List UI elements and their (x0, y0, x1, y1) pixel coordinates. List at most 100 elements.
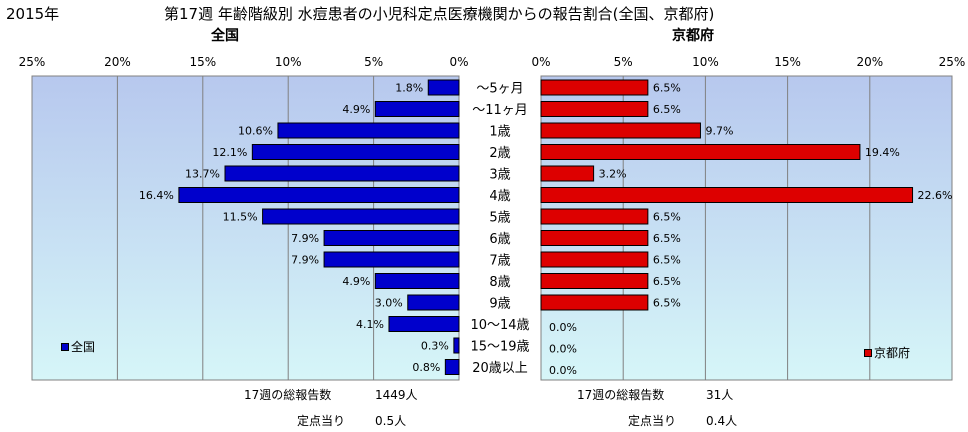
age-category-label: 5歳 (489, 211, 510, 226)
national-legend: 全国 (61, 338, 95, 355)
national-data-label: 0.3% (421, 340, 449, 353)
age-category-label: 4歳 (489, 189, 510, 204)
kyoto-bar (540, 273, 649, 289)
national-legend-label: 全国 (71, 340, 96, 354)
national-legend-swatch (61, 342, 69, 351)
national-bar (427, 79, 460, 96)
national-data-label: 7.9% (291, 254, 319, 267)
national-x-tick-label: 20% (104, 55, 131, 69)
national-data-label: 12.1% (212, 146, 247, 159)
national-x-tick-label: 5% (364, 55, 383, 69)
national-data-label: 13.7% (185, 168, 220, 181)
national-data-label: 10.6% (238, 125, 273, 138)
national-bar (444, 359, 460, 375)
kyoto-data-label: 0.0% (549, 364, 577, 377)
kyoto-bar (540, 122, 701, 139)
kyoto-data-label: 6.5% (653, 211, 681, 224)
kyoto-bar (540, 101, 649, 117)
year-label: 2015年 (6, 5, 60, 23)
chart-title: 第17週 年齢階級別 水痘患者の小児科定点医療機関からの報告割合(全国、京都府) (164, 5, 715, 23)
kyoto-bar (540, 165, 595, 182)
national-per-site-label: 定点当り (297, 414, 346, 428)
national-x-tick-label: 25% (19, 55, 46, 69)
national-x-tick-label: 10% (275, 55, 302, 69)
kyoto-data-label: 6.5% (653, 275, 681, 288)
kyoto-panel-title: 京都府 (672, 28, 714, 44)
kyoto-bar (540, 294, 649, 311)
kyoto-per-site-value: 0.4人 (706, 414, 738, 428)
national-bar (374, 273, 460, 289)
national-data-label: 4.9% (342, 275, 370, 288)
national-bar (323, 251, 460, 268)
national-data-label: 0.8% (412, 361, 440, 374)
kyoto-data-label: 19.4% (865, 146, 900, 159)
kyoto-x-tick-label: 10% (692, 55, 719, 69)
national-bar (388, 316, 460, 332)
kyoto-total-value: 31人 (706, 388, 734, 402)
national-bar (407, 294, 460, 311)
age-category-label: 7歳 (489, 254, 510, 269)
national-per-site-value: 0.5人 (375, 414, 407, 428)
age-category-label: 2歳 (489, 146, 510, 161)
kyoto-legend: 京都府 (864, 344, 910, 361)
national-data-label: 4.9% (342, 103, 370, 116)
kyoto-bar (540, 208, 649, 225)
kyoto-x-tick-label: 20% (856, 55, 883, 69)
kyoto-data-label: 9.7% (705, 125, 733, 138)
kyoto-bar (540, 144, 861, 160)
kyoto-x-tick-label: 25% (939, 55, 966, 69)
age-category-label: 6歳 (489, 232, 510, 247)
kyoto-plot-area (540, 75, 953, 381)
national-bar (224, 165, 460, 182)
kyoto-data-label: 6.5% (653, 103, 681, 116)
national-bar (251, 144, 460, 160)
kyoto-data-label: 6.5% (653, 82, 681, 95)
kyoto-data-label: 22.6% (918, 189, 953, 202)
national-total-label: 17週の総報告数 (244, 388, 332, 402)
kyoto-data-label: 6.5% (653, 254, 681, 267)
national-data-label: 7.9% (291, 232, 319, 245)
age-category-label: ～11ヶ月 (472, 103, 528, 118)
age-category-label: 3歳 (489, 168, 510, 183)
kyoto-legend-label: 京都府 (874, 346, 911, 360)
age-category-label: 20歳以上 (472, 361, 528, 376)
age-category-label: 10～14歳 (470, 318, 529, 333)
age-category-label: ～5ヶ月 (476, 82, 523, 97)
national-total-value: 1449人 (375, 388, 418, 402)
national-bar (374, 101, 460, 117)
national-x-tick-label: 15% (189, 55, 216, 69)
kyoto-bar (540, 251, 649, 268)
national-bar (262, 208, 460, 225)
kyoto-data-label: 0.0% (549, 321, 577, 334)
national-data-label: 1.8% (395, 82, 423, 95)
national-bar (178, 187, 460, 203)
age-category-label: 15～19歳 (470, 340, 529, 355)
kyoto-data-label: 3.2% (599, 168, 627, 181)
kyoto-bar (540, 230, 649, 246)
national-bar (453, 337, 460, 354)
kyoto-data-label: 6.5% (653, 232, 681, 245)
kyoto-per-site-label: 定点当り (628, 414, 677, 428)
kyoto-bar (540, 79, 649, 96)
national-panel-title: 全国 (211, 28, 239, 44)
national-bar (323, 230, 460, 246)
age-category-label: 9歳 (489, 297, 510, 312)
kyoto-data-label: 6.5% (653, 297, 681, 310)
kyoto-x-tick-label: 5% (614, 55, 633, 69)
age-category-label: 8歳 (489, 275, 510, 290)
national-bar (277, 122, 460, 139)
national-x-tick-label: 0% (449, 55, 468, 69)
kyoto-x-tick-label: 15% (774, 55, 801, 69)
national-data-label: 16.4% (139, 189, 174, 202)
national-data-label: 4.1% (356, 318, 384, 331)
national-data-label: 11.5% (223, 211, 258, 224)
age-category-label: 1歳 (489, 125, 510, 140)
kyoto-data-label: 0.0% (549, 343, 577, 356)
national-data-label: 3.0% (375, 297, 403, 310)
kyoto-bar (540, 187, 914, 203)
kyoto-legend-swatch (864, 348, 872, 357)
kyoto-x-tick-label: 0% (531, 55, 550, 69)
national-plot-area (31, 75, 460, 381)
